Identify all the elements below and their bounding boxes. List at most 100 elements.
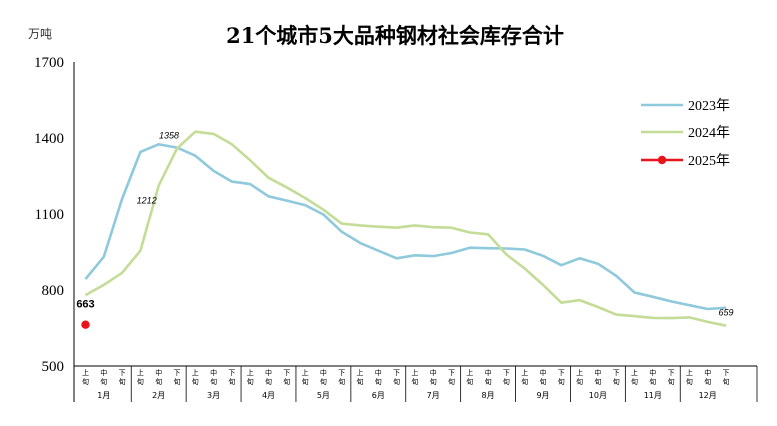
x-tick-label: 旬 <box>137 377 144 386</box>
month-label: 4月 <box>262 391 275 400</box>
data-labels: 1212 1358 659 663 <box>76 131 733 318</box>
x-tick-label: 旬 <box>704 377 711 386</box>
data-label: 659 <box>718 308 733 318</box>
x-tick-label: 中 <box>155 368 162 377</box>
x-tick-label: 上 <box>631 368 638 377</box>
month-label: 8月 <box>482 391 495 400</box>
x-tick-label: 旬 <box>485 377 492 386</box>
x-tick-label: 上 <box>357 368 364 377</box>
series-point-2 <box>81 320 90 329</box>
x-tick-label: 上 <box>247 368 254 377</box>
x-tick-label: 上 <box>137 368 144 377</box>
x-tick-label: 旬 <box>265 377 272 386</box>
series-line-1 <box>84 130 727 327</box>
y-tick-label: 500 <box>42 359 65 375</box>
x-tick-label: 旬 <box>411 377 418 386</box>
x-tick-label: 下 <box>283 369 290 377</box>
y-tick-label: 1100 <box>35 207 64 223</box>
x-tick-label: 下 <box>448 369 455 377</box>
x-tick-label: 旬 <box>613 377 620 386</box>
x-tick-label: 旬 <box>228 377 235 386</box>
x-tick-label: 旬 <box>668 377 675 386</box>
x-tick-label: 旬 <box>210 377 217 386</box>
data-label: 1358 <box>159 131 179 141</box>
x-tick-label: 旬 <box>338 377 345 386</box>
x-tick-label: 旬 <box>320 377 327 386</box>
x-tick-label: 中 <box>210 368 217 377</box>
month-label: 9月 <box>536 391 549 400</box>
y-tick-label: 1400 <box>34 131 64 147</box>
x-tick-label: 下 <box>174 369 181 377</box>
x-tick-label: 上 <box>576 368 583 377</box>
data-label: 1212 <box>137 196 157 206</box>
x-tick-label: 旬 <box>119 377 126 386</box>
x-tick-label: 中 <box>594 368 601 377</box>
x-tick-label: 旬 <box>430 377 437 386</box>
legend-label-0: 2023年 <box>688 98 730 114</box>
month-label: 5月 <box>317 391 330 400</box>
month-label: 6月 <box>372 391 385 400</box>
x-axis-labels: 上旬中旬下旬上旬中旬下旬上旬中旬下旬上旬中旬下旬上旬中旬下旬上旬中旬下旬上旬中旬… <box>82 368 730 400</box>
x-tick-label: 中 <box>375 368 382 377</box>
x-tick-label: 下 <box>668 369 675 377</box>
x-tick-label: 旬 <box>521 377 528 386</box>
chart-title: 21个城市5大品种钢材社会库存合计 <box>226 23 564 48</box>
x-tick-label: 上 <box>411 368 418 377</box>
legend: 2023年 2024年 2025年 <box>641 98 730 169</box>
x-tick-label: 旬 <box>100 377 107 386</box>
x-tick-label: 旬 <box>283 377 290 386</box>
legend-marker-2 <box>657 155 667 165</box>
x-tick-label: 旬 <box>375 377 382 386</box>
x-tick-label: 中 <box>485 368 492 377</box>
x-tick-label: 上 <box>686 368 693 377</box>
x-tick-label: 旬 <box>155 377 162 386</box>
x-tick-label: 旬 <box>540 377 547 386</box>
y-axis-labels: 500 800 1100 1400 1700 <box>34 55 64 375</box>
x-tick-label: 中 <box>320 368 327 377</box>
x-tick-label: 旬 <box>558 377 565 386</box>
x-tick-label: 中 <box>430 368 437 377</box>
month-label: 7月 <box>427 391 440 400</box>
x-tick-label: 上 <box>82 368 89 377</box>
x-tick-label: 旬 <box>448 377 455 386</box>
x-tick-label: 旬 <box>576 377 583 386</box>
x-tick-label: 旬 <box>594 377 601 386</box>
x-tick-label: 中 <box>540 368 547 377</box>
month-label: 10月 <box>589 391 607 400</box>
month-label: 2月 <box>152 391 165 400</box>
x-tick-label: 旬 <box>174 377 181 386</box>
x-tick-label: 旬 <box>302 377 309 386</box>
x-tick-label: 下 <box>119 369 126 377</box>
series-lines <box>81 130 727 329</box>
x-tick-label: 旬 <box>649 377 656 386</box>
x-tick-label: 中 <box>649 368 656 377</box>
series-line-0 <box>84 143 727 311</box>
x-tick-label: 旬 <box>723 377 730 386</box>
axes <box>73 62 758 402</box>
x-tick-label: 上 <box>466 368 473 377</box>
month-label: 11月 <box>644 391 662 400</box>
x-tick-label: 旬 <box>357 377 364 386</box>
x-tick-label: 下 <box>558 369 565 377</box>
x-tick-label: 旬 <box>466 377 473 386</box>
y-tick-label: 800 <box>42 283 65 299</box>
x-tick-label: 下 <box>503 369 510 377</box>
x-tick-label: 旬 <box>631 377 638 386</box>
x-tick-label: 旬 <box>686 377 693 386</box>
legend-label-2: 2025年 <box>688 153 730 169</box>
x-tick-label: 下 <box>338 369 345 377</box>
x-tick-label: 中 <box>100 368 107 377</box>
x-tick-label: 下 <box>723 369 730 377</box>
y-tick-label: 1700 <box>34 55 64 71</box>
unit-label: 万吨 <box>28 27 52 41</box>
legend-label-1: 2024年 <box>688 125 730 141</box>
x-tick-label: 旬 <box>393 377 400 386</box>
x-tick-label: 旬 <box>192 377 199 386</box>
month-label: 3月 <box>207 391 220 400</box>
x-tick-label: 下 <box>393 369 400 377</box>
x-tick-label: 旬 <box>82 377 89 386</box>
month-label: 12月 <box>699 391 717 400</box>
x-tick-label: 上 <box>192 368 199 377</box>
x-tick-label: 旬 <box>503 377 510 386</box>
